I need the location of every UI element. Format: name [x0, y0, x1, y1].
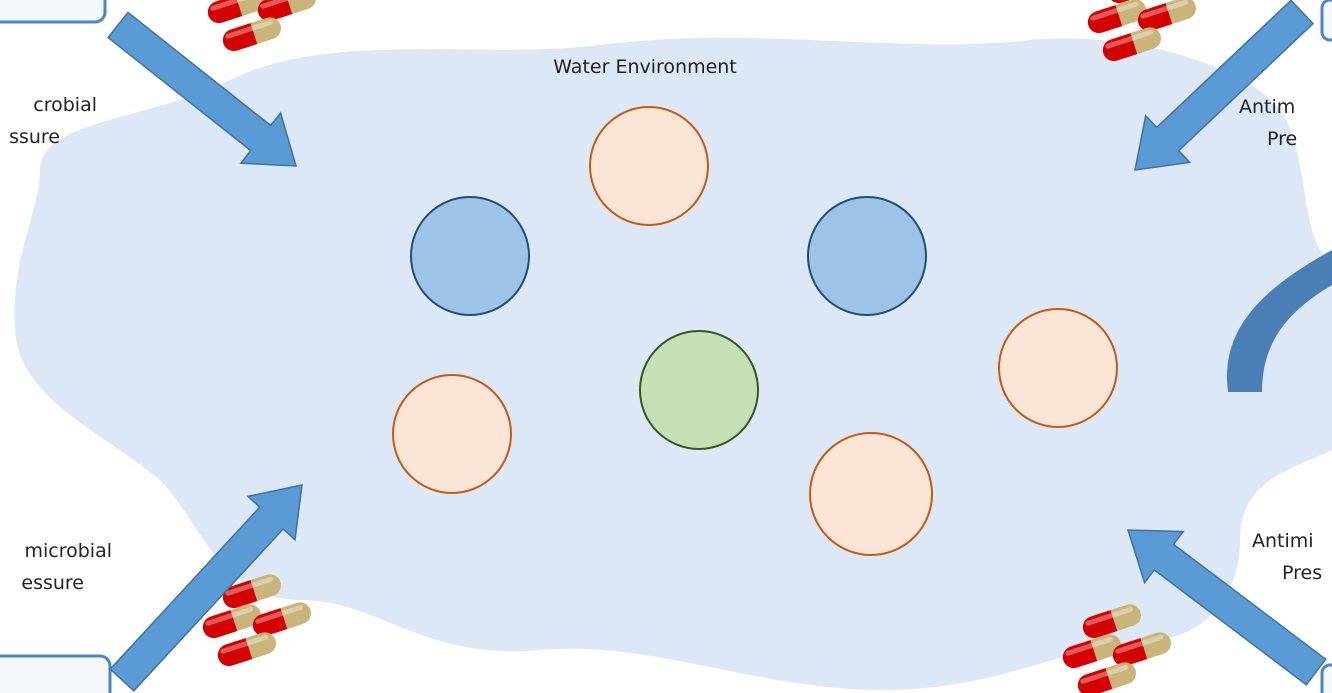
label-line: Pre [1267, 128, 1297, 150]
corner-box [1322, 665, 1332, 693]
label-line: microbial [24, 540, 112, 562]
label-line: Pres [1282, 562, 1322, 584]
label-line: crobial [33, 94, 97, 116]
cell-orange [590, 107, 708, 225]
cell-green [640, 331, 758, 449]
cell-orange [393, 375, 511, 493]
corner-box [0, 656, 110, 693]
label-line: essure [21, 572, 84, 594]
title: Water Environment [553, 56, 737, 78]
label-line: ssure [9, 126, 60, 148]
label-line: Antimi [1252, 530, 1314, 552]
cell-orange [810, 433, 932, 555]
cell-orange [999, 309, 1117, 427]
corner-box [1322, 0, 1332, 40]
corner-box [0, 0, 105, 22]
diagram: Water Environment crobial ssure microbia… [0, 0, 1332, 693]
cell-blue [411, 197, 529, 315]
label-line: Antim [1239, 96, 1295, 118]
pills [205, 0, 319, 54]
cell-blue [808, 197, 926, 315]
